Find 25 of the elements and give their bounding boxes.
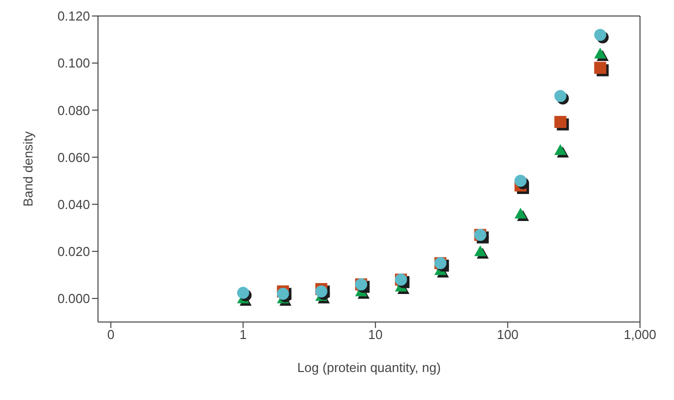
x-tick-label: 10 (368, 327, 383, 342)
y-tick-label: 0.040 (57, 196, 90, 212)
y-tick-label: 0.100 (57, 56, 90, 71)
y-axis-title: Band density (20, 130, 36, 207)
x-tick-label: 1,000 (624, 327, 656, 342)
point (474, 245, 486, 256)
x-axis-title: Log (protein quantity, ng) (297, 360, 441, 375)
y-tick-label: 0.000 (57, 291, 90, 306)
x-tick-label: 0 (107, 327, 114, 342)
x-tick-label: 1 (240, 327, 247, 342)
point (514, 208, 527, 219)
point (594, 48, 606, 58)
point (554, 116, 566, 128)
point (276, 288, 289, 300)
x-tick-label: 100 (496, 327, 519, 342)
y-tick-label: 0.120 (57, 8, 90, 24)
point (594, 28, 606, 41)
y-tick-label: 0.080 (57, 102, 90, 118)
y-tick-label: 0.020 (57, 244, 90, 259)
y-tick-label: 0.060 (57, 150, 90, 165)
point (514, 174, 527, 187)
point (237, 286, 250, 299)
point (594, 62, 606, 74)
point (554, 90, 566, 102)
point (554, 144, 566, 155)
